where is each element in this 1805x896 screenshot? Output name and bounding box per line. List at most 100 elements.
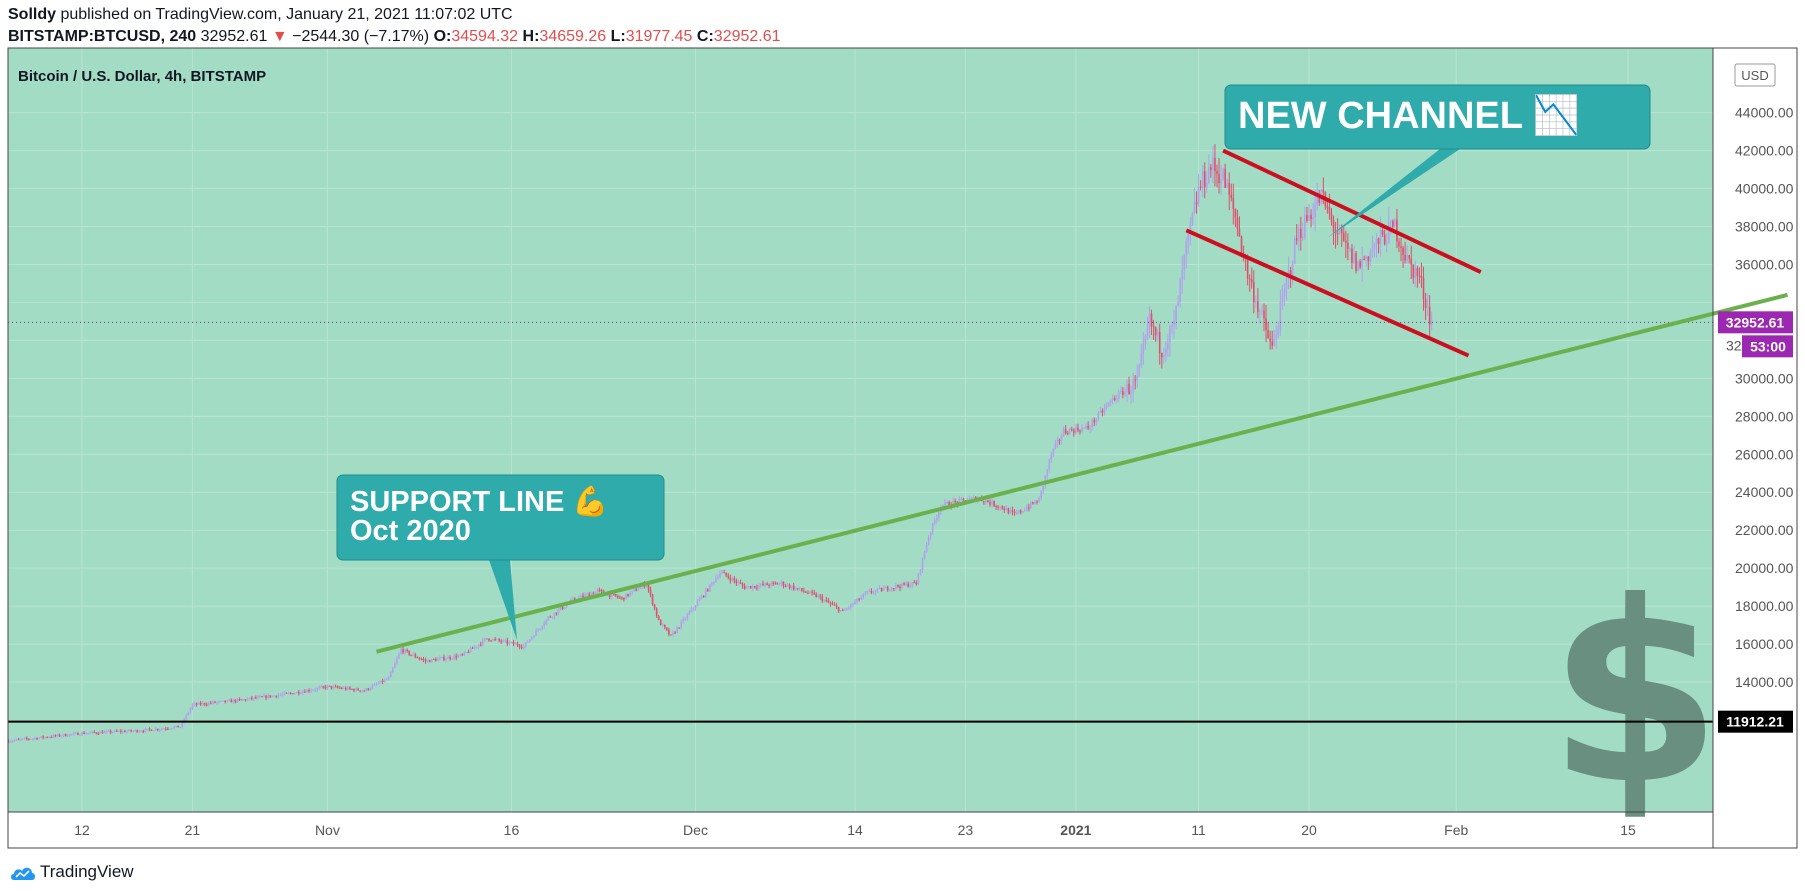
candle bbox=[381, 678, 384, 685]
candle-body bbox=[672, 632, 674, 635]
candle-body bbox=[729, 577, 732, 581]
candle bbox=[248, 697, 251, 701]
candle-body bbox=[690, 608, 693, 612]
candle bbox=[1218, 157, 1220, 194]
candle-body bbox=[600, 589, 603, 591]
candle bbox=[1152, 319, 1155, 340]
candle bbox=[702, 595, 705, 598]
price-tick-label: 22000.00 bbox=[1735, 522, 1794, 538]
candle bbox=[492, 638, 494, 642]
candle-body bbox=[948, 502, 950, 506]
candle-body bbox=[232, 699, 235, 703]
candle bbox=[1410, 245, 1413, 280]
candle bbox=[473, 644, 476, 650]
candle-body bbox=[1048, 459, 1051, 470]
candle-body bbox=[1207, 167, 1210, 184]
candle-body bbox=[1265, 318, 1267, 331]
candle-body bbox=[302, 691, 304, 694]
candle-body bbox=[1390, 221, 1392, 223]
candle bbox=[1428, 295, 1431, 338]
candle-body bbox=[412, 654, 415, 656]
candle-body bbox=[1050, 454, 1053, 460]
candle bbox=[465, 651, 468, 654]
candle bbox=[619, 595, 621, 600]
candle bbox=[269, 695, 271, 699]
candle bbox=[1232, 183, 1235, 225]
candle bbox=[831, 601, 834, 606]
candle bbox=[375, 682, 378, 687]
candle bbox=[58, 733, 61, 737]
candle bbox=[34, 736, 36, 741]
candle bbox=[762, 580, 764, 587]
candle-body bbox=[1236, 217, 1239, 229]
candle-body bbox=[379, 680, 382, 684]
candle-body bbox=[533, 636, 535, 638]
channel-callout-label: NEW CHANNEL 📉 bbox=[1238, 93, 1580, 137]
candle bbox=[623, 597, 625, 602]
candle bbox=[1302, 222, 1304, 241]
candle-body bbox=[496, 639, 498, 641]
time-tick-label: 20 bbox=[1301, 822, 1317, 838]
candle bbox=[731, 576, 734, 583]
candle-body bbox=[222, 700, 224, 702]
candle bbox=[547, 615, 550, 621]
candle-body bbox=[165, 728, 167, 730]
candle bbox=[1308, 203, 1310, 221]
candle-body bbox=[1285, 278, 1288, 290]
candle bbox=[520, 644, 523, 650]
candle-body bbox=[1355, 253, 1357, 271]
author-name[interactable]: Solldy bbox=[8, 6, 57, 23]
candle bbox=[1079, 429, 1081, 435]
candle-body bbox=[1392, 221, 1394, 227]
candle-body bbox=[670, 634, 672, 636]
candle-body bbox=[97, 733, 100, 735]
candle-body bbox=[1152, 325, 1155, 328]
candle-body bbox=[1154, 327, 1157, 336]
candle-body bbox=[234, 699, 237, 702]
last-price-badge-label: 32952.61 bbox=[1726, 314, 1785, 330]
candle-body bbox=[502, 640, 505, 642]
candle bbox=[798, 586, 801, 592]
candle bbox=[933, 517, 936, 526]
candle-body bbox=[516, 643, 519, 646]
grid-lines bbox=[8, 48, 1713, 812]
candle bbox=[205, 702, 208, 707]
candle bbox=[997, 505, 999, 511]
candle bbox=[443, 654, 445, 662]
candle-body bbox=[574, 598, 576, 601]
candle-body bbox=[1163, 354, 1165, 358]
candle-body bbox=[1099, 410, 1102, 413]
candle-body bbox=[11, 740, 14, 742]
candle bbox=[500, 639, 503, 645]
candle bbox=[835, 603, 838, 610]
candle bbox=[527, 639, 529, 643]
candle-body bbox=[886, 586, 889, 591]
candle-body bbox=[36, 737, 38, 740]
candle-body bbox=[340, 687, 343, 689]
candle bbox=[893, 588, 895, 592]
candle-body bbox=[709, 584, 711, 592]
tradingview-brand[interactable]: TradingView bbox=[10, 862, 134, 882]
candle bbox=[263, 693, 265, 697]
candle bbox=[1402, 245, 1404, 268]
candle-body bbox=[958, 499, 961, 504]
candle-body bbox=[212, 701, 214, 704]
candle bbox=[895, 582, 897, 592]
candle-body bbox=[760, 583, 762, 586]
candle-body bbox=[13, 740, 16, 742]
candle bbox=[827, 597, 830, 604]
candle bbox=[770, 581, 772, 588]
candle bbox=[709, 583, 711, 592]
candle-body bbox=[1093, 420, 1096, 423]
candle bbox=[187, 711, 190, 716]
candle-body bbox=[23, 738, 26, 740]
candle bbox=[1091, 418, 1094, 432]
symbol-info: BITSTAMP:BTCUSD, 240 32952.61 ▼ −2544.30… bbox=[8, 28, 781, 46]
candle bbox=[332, 684, 335, 691]
candle bbox=[760, 583, 762, 588]
candle bbox=[502, 639, 505, 643]
candle-body bbox=[1001, 506, 1004, 509]
candle-body bbox=[342, 687, 345, 689]
candle-body bbox=[160, 728, 163, 730]
